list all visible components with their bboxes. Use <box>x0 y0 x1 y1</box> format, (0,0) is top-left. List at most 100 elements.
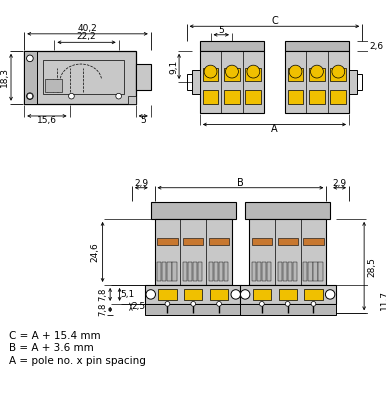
Bar <box>219 262 223 281</box>
Bar <box>203 68 218 81</box>
Bar <box>239 285 336 304</box>
Bar <box>318 262 323 281</box>
Bar <box>262 262 266 281</box>
Bar <box>184 289 202 300</box>
Bar <box>188 262 192 281</box>
Circle shape <box>165 302 170 306</box>
Bar <box>198 262 202 281</box>
Bar <box>278 238 298 245</box>
Circle shape <box>325 290 335 299</box>
Circle shape <box>217 302 222 306</box>
Circle shape <box>240 290 250 299</box>
Bar <box>209 262 213 281</box>
Bar <box>267 262 271 281</box>
Bar <box>145 285 241 304</box>
Text: 24,6: 24,6 <box>91 242 100 262</box>
Bar <box>285 51 349 113</box>
Bar <box>313 262 318 281</box>
Text: B = A + 3.6 mm: B = A + 3.6 mm <box>9 343 94 353</box>
Bar <box>192 70 200 94</box>
Bar <box>257 262 261 281</box>
Bar <box>303 262 308 281</box>
Text: 7,8: 7,8 <box>98 288 107 301</box>
Bar <box>200 41 264 51</box>
Bar <box>200 51 264 113</box>
Bar <box>158 289 176 300</box>
Text: B: B <box>237 178 244 188</box>
Bar <box>330 68 346 81</box>
Bar <box>183 238 203 245</box>
Circle shape <box>225 65 239 78</box>
Text: 11,7: 11,7 <box>381 290 386 310</box>
Circle shape <box>311 302 316 306</box>
Text: 15,6: 15,6 <box>37 116 57 125</box>
Bar <box>304 289 323 300</box>
Circle shape <box>332 65 345 78</box>
Bar <box>309 68 325 81</box>
Circle shape <box>146 290 156 299</box>
Bar <box>145 304 241 315</box>
Circle shape <box>27 93 33 99</box>
Bar <box>224 90 240 104</box>
Bar <box>279 289 297 300</box>
Bar <box>245 202 330 219</box>
Text: 7,8: 7,8 <box>98 303 107 316</box>
Bar <box>303 238 323 245</box>
Bar <box>309 90 325 104</box>
Bar <box>193 262 197 281</box>
Text: 28,5: 28,5 <box>367 257 376 277</box>
Bar <box>24 51 37 104</box>
Bar <box>214 262 218 281</box>
Circle shape <box>191 302 196 306</box>
Bar <box>173 262 176 281</box>
Bar <box>278 262 282 281</box>
Bar <box>163 262 166 281</box>
Text: 2,9: 2,9 <box>332 178 347 188</box>
Bar <box>253 289 271 300</box>
Circle shape <box>310 65 323 78</box>
Bar <box>308 262 313 281</box>
Text: 5: 5 <box>141 116 146 125</box>
Bar <box>252 262 256 281</box>
Bar <box>183 262 187 281</box>
Bar <box>45 79 62 92</box>
Text: 5: 5 <box>218 26 224 34</box>
Circle shape <box>27 93 33 100</box>
Text: 9,1: 9,1 <box>169 59 178 74</box>
Circle shape <box>204 65 217 78</box>
Circle shape <box>116 93 122 99</box>
Bar <box>203 90 218 104</box>
Bar <box>157 238 178 245</box>
Text: 2,9: 2,9 <box>134 178 148 188</box>
Text: 5,1: 5,1 <box>120 290 134 299</box>
Text: 18,3: 18,3 <box>0 67 9 87</box>
Bar <box>224 262 228 281</box>
Bar <box>288 90 303 104</box>
Bar <box>168 262 171 281</box>
Bar <box>252 238 272 245</box>
Text: A: A <box>271 124 278 134</box>
Bar <box>154 219 232 285</box>
Bar <box>283 262 287 281</box>
Bar <box>151 202 236 219</box>
Bar <box>285 41 349 51</box>
Bar <box>245 68 261 81</box>
Bar <box>349 70 357 94</box>
Bar <box>224 68 240 81</box>
Circle shape <box>27 55 33 62</box>
Text: 22,2: 22,2 <box>77 32 96 41</box>
Text: C: C <box>271 16 278 26</box>
Bar <box>24 51 135 104</box>
Bar <box>186 74 192 90</box>
Bar <box>357 74 362 90</box>
Bar <box>128 96 135 104</box>
Bar <box>288 262 292 281</box>
Text: 40,2: 40,2 <box>78 24 97 33</box>
Text: 2,5: 2,5 <box>131 302 146 311</box>
Text: 2,6: 2,6 <box>369 42 383 50</box>
Bar <box>209 238 229 245</box>
Bar <box>43 60 124 94</box>
Bar <box>293 262 297 281</box>
Circle shape <box>289 65 302 78</box>
Circle shape <box>69 93 74 99</box>
